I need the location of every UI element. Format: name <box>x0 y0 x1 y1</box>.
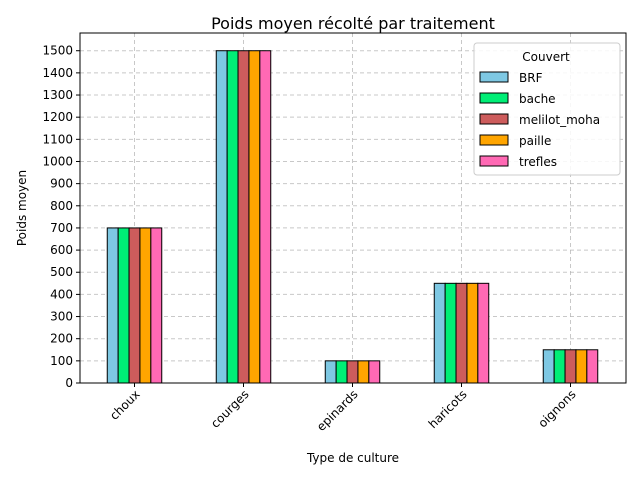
x-tick-label: epinards <box>314 387 361 434</box>
y-axis-label: Poids moyen <box>15 170 29 246</box>
bar-trefles-haricots <box>477 282 490 384</box>
x-tick-label: choux <box>107 387 143 423</box>
bar-paille-oignons <box>575 349 588 384</box>
x-tick-label: courges <box>208 387 252 431</box>
y-tick-label: 1400 <box>42 66 73 80</box>
bar-melilot_moha-courges <box>237 50 250 384</box>
bar-melilot_moha-haricots <box>455 282 468 384</box>
y-tick-label: 200 <box>50 332 73 346</box>
y-tick-label: 1500 <box>42 44 73 58</box>
bar-trefles-oignons <box>586 349 599 384</box>
y-tick-label: 900 <box>50 177 73 191</box>
y-tick-label: 1100 <box>42 132 73 146</box>
bars <box>106 50 599 384</box>
legend-label-paille: paille <box>519 134 551 148</box>
legend-label-trefles: trefles <box>519 155 557 169</box>
bar-BRF-epinards <box>324 360 337 384</box>
bar-melilot_moha-epinards <box>346 360 359 384</box>
y-tick-label: 100 <box>50 354 73 368</box>
bar-trefles-choux <box>150 227 163 384</box>
y-tick-label: 600 <box>50 243 73 257</box>
legend-label-BRF: BRF <box>519 71 543 85</box>
bar-melilot_moha-oignons <box>564 349 577 384</box>
bar-paille-haricots <box>466 282 479 384</box>
bar-BRF-choux <box>106 227 119 384</box>
y-tick-label: 300 <box>50 310 73 324</box>
y-tick-label: 700 <box>50 221 73 235</box>
legend-title: Couvert <box>522 50 570 64</box>
bar-paille-epinards <box>357 360 370 384</box>
bar-melilot_moha-choux <box>128 227 141 384</box>
y-tick-label: 800 <box>50 199 73 213</box>
bar-BRF-courges <box>215 50 228 384</box>
chart-title: Poids moyen récolté par traitement <box>211 14 495 33</box>
bar-paille-choux <box>139 227 152 384</box>
legend-swatch-paille <box>479 134 509 146</box>
x-axis-label: Type de culture <box>306 451 399 465</box>
bar-paille-courges <box>248 50 261 384</box>
y-tick-label: 400 <box>50 287 73 301</box>
legend-swatch-trefles <box>479 155 509 167</box>
legend-label-melilot_moha: melilot_moha <box>519 113 600 127</box>
y-tick-label: 1300 <box>42 88 73 102</box>
bar-BRF-haricots <box>433 282 446 384</box>
bar-bache-epinards <box>335 360 348 384</box>
bar-BRF-oignons <box>542 349 555 384</box>
legend-label-bache: bache <box>519 92 556 106</box>
y-tick-label: 1000 <box>42 154 73 168</box>
bar-bache-haricots <box>444 282 457 384</box>
bar-bache-choux <box>117 227 130 384</box>
bar-bache-oignons <box>553 349 566 384</box>
legend-swatch-BRF <box>479 71 509 83</box>
y-tick-label: 500 <box>50 265 73 279</box>
bar-bache-courges <box>226 50 239 384</box>
x-tick-label: oignons <box>535 387 578 430</box>
bar-trefles-epinards <box>368 360 381 384</box>
y-tick-label: 1200 <box>42 110 73 124</box>
y-axis-ticks: 0 100 200 300 400 500 600 700 800 900 1000 1100 1200… <box>42 44 80 390</box>
legend-swatch-bache <box>479 92 509 104</box>
x-axis-ticks: choux courges epinards haricots oignons <box>107 383 579 434</box>
bar-trefles-courges <box>259 50 272 384</box>
x-tick-label: haricots <box>426 387 470 431</box>
y-tick-label: 0 <box>65 376 73 390</box>
legend-swatch-melilot_moha <box>479 113 509 125</box>
legend-box <box>473 42 621 176</box>
